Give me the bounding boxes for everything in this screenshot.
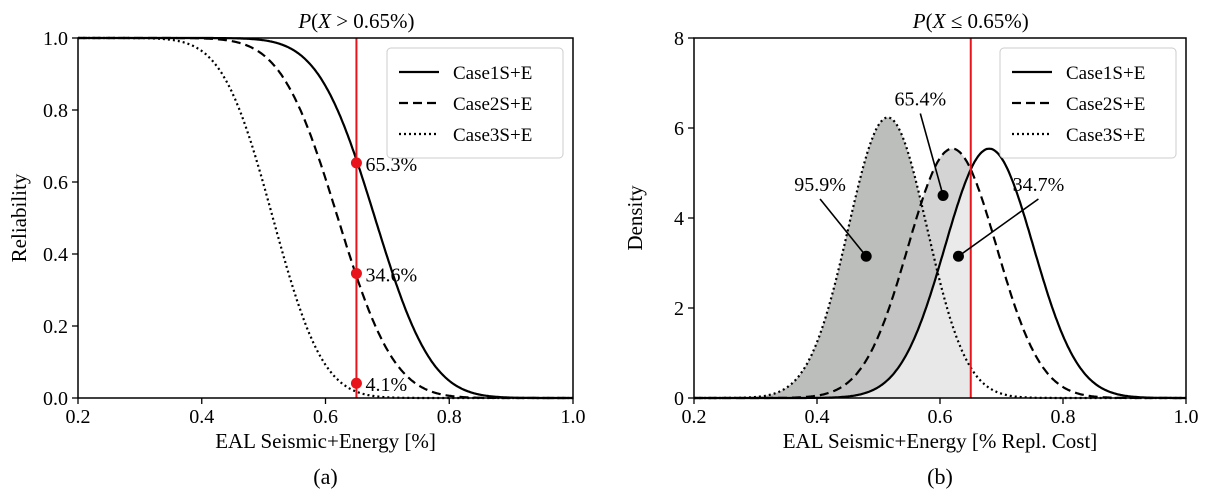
panel-label: (b) xyxy=(927,464,953,489)
legend-label: Case1S+E xyxy=(453,63,532,84)
y-tick-label: 0.8 xyxy=(43,100,68,122)
marker-point xyxy=(350,377,362,389)
legend-label: Case2S+E xyxy=(453,94,532,115)
annotation-label: 95.9% xyxy=(794,174,846,196)
area-fill-Case1S+E xyxy=(694,169,971,398)
x-tick-label: 1.0 xyxy=(561,406,586,428)
panel-title: P(X ≤ 0.65%) xyxy=(912,9,1029,33)
annotation-arrow xyxy=(957,198,1039,257)
area-fill-Case2S+E xyxy=(694,148,971,398)
x-tick-label: 0.2 xyxy=(66,406,91,428)
annotation-point xyxy=(952,250,964,262)
y-tick-label: 0.2 xyxy=(43,316,68,338)
title-part: ≤ 0.65%) xyxy=(945,9,1028,33)
title-part: ( xyxy=(926,9,933,33)
x-tick-label: 0.8 xyxy=(1051,406,1076,428)
x-tick-label: 0.2 xyxy=(682,406,707,428)
x-tick-label: 0.4 xyxy=(805,406,830,428)
title-part: X xyxy=(317,9,332,33)
marker-point xyxy=(350,157,362,169)
legend-label: Case2S+E xyxy=(1066,94,1145,115)
y-tick-label: 8 xyxy=(674,28,684,50)
y-axis-label: Density xyxy=(623,185,647,251)
y-tick-label: 2 xyxy=(674,298,684,320)
legend-label: Case3S+E xyxy=(1066,125,1145,146)
title-part: P xyxy=(912,9,926,33)
legend-label: Case3S+E xyxy=(453,125,532,146)
x-tick-label: 0.8 xyxy=(437,406,462,428)
panel-b-density-chart: 95.9% 65.4% 34.7% 0.2 0.4 0.6 0.8 1.0 0 2 4 6 8 EAL S… xyxy=(623,9,1199,489)
y-tick-label: 6 xyxy=(674,118,684,140)
legend-box xyxy=(386,47,564,159)
y-tick-label: 0 xyxy=(674,388,684,410)
series-line-Case3S+E xyxy=(78,36,573,400)
title-part: ( xyxy=(311,9,318,33)
title-part: > 0.65%) xyxy=(331,9,415,33)
legend-label: Case1S+E xyxy=(1066,63,1145,84)
y-tick-label: 1.0 xyxy=(43,28,68,50)
y-tick-label: 4 xyxy=(674,208,684,230)
x-tick-label: 0.6 xyxy=(313,406,338,428)
annotation-label: 65.4% xyxy=(894,89,946,111)
y-tick-label: 0.6 xyxy=(43,172,68,194)
annotation-point xyxy=(937,190,949,201)
annotation-arrow xyxy=(919,113,944,196)
annotation-arrow xyxy=(819,198,867,257)
panel-label: (a) xyxy=(313,464,337,489)
marker-label: 65.3% xyxy=(365,154,417,176)
title-part: X xyxy=(932,9,947,33)
x-axis-label: EAL Seismic+Energy [%] xyxy=(215,429,436,453)
y-tick-label: 0.4 xyxy=(43,244,68,266)
y-axis-label: Reliability xyxy=(7,173,31,262)
marker-point xyxy=(350,267,362,279)
panel-title: P(X > 0.65%) xyxy=(297,9,414,33)
legend-box xyxy=(999,47,1177,159)
annotation-label: 34.7% xyxy=(1013,174,1065,196)
x-axis-label: EAL Seismic+Energy [% Repl. Cost] xyxy=(783,429,1098,453)
x-tick-label: 1.0 xyxy=(1174,406,1199,428)
annotation-point xyxy=(860,250,872,262)
panel-a-reliability-chart: 65.3%34.6%4.1%0.2 0.4 0.6 0.8 1.00.00.20.40.… xyxy=(7,9,586,489)
x-tick-label: 0.6 xyxy=(928,406,953,428)
x-tick-label: 0.4 xyxy=(189,406,214,428)
marker-label: 34.6% xyxy=(365,264,417,286)
y-tick-label: 0.0 xyxy=(43,388,68,410)
marker-label: 4.1% xyxy=(365,374,407,396)
title-part: P xyxy=(297,9,311,33)
